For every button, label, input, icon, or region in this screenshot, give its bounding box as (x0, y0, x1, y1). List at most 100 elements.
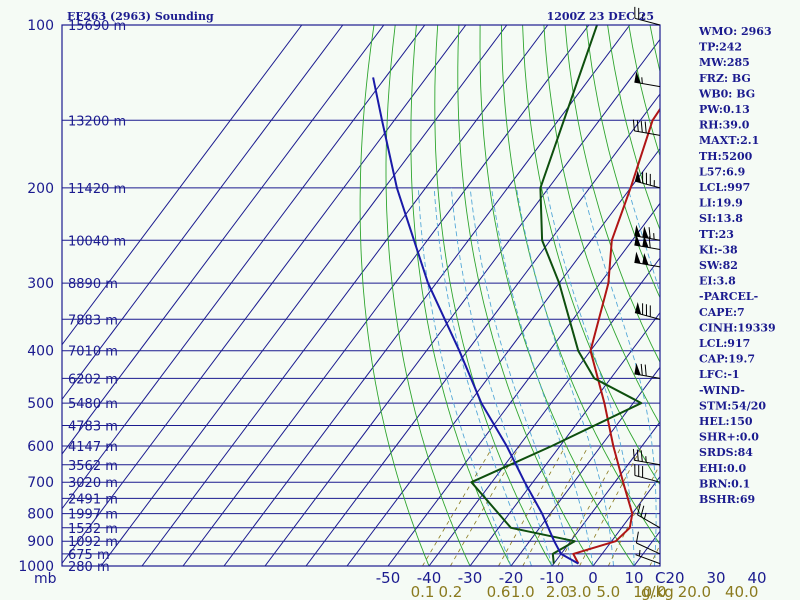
height-label: 10040 m (68, 234, 126, 249)
sounding-index: RH:39.0 (699, 119, 750, 132)
dry-adiabat-line (564, 25, 660, 364)
moist-adiabat-line (433, 187, 532, 566)
isotherm-line (223, 25, 631, 566)
mixing-ratio-line (498, 445, 566, 566)
plot-frame (61, 24, 661, 567)
temperature-tick-label: 10 (624, 569, 643, 587)
height-label: 7010 m (68, 345, 118, 360)
sounding-index: TT:23 (699, 228, 734, 241)
profile-traces (372, 25, 660, 565)
sounding-index: KI:-38 (699, 243, 738, 256)
moist-adiabat-line (516, 187, 614, 566)
wind-barb (634, 363, 661, 379)
sounding-index: -WIND- (699, 384, 745, 397)
temperature-tick-label: 20 (665, 569, 684, 587)
mixing-ratio-line (422, 445, 494, 566)
sounding-index: WB0: BG (698, 87, 755, 100)
mixing-ratio-tick-label: 0.2 (438, 583, 462, 600)
sounding-index: LCL:997 (699, 181, 750, 194)
wind-barbs (632, 6, 661, 565)
wind-barb (634, 234, 661, 250)
height-label: 5480 m (68, 397, 118, 412)
temperature-tick-label: -10 (540, 569, 565, 587)
isotherm-line (428, 257, 660, 566)
wind-barb (632, 448, 661, 466)
pressure-tick-label: 1000 (18, 559, 54, 575)
height-label: 7883 m (68, 313, 118, 328)
sounding-index: CAP:19.7 (699, 353, 755, 366)
sounding-index: STM:54/20 (699, 399, 766, 412)
isotherm-line (264, 38, 660, 566)
wind-barb (634, 224, 661, 241)
pressure-tick-label: 700 (27, 475, 54, 491)
height-label: 3562 m (68, 459, 118, 474)
mixing-ratio-tick-label: 20.0 (678, 583, 711, 600)
height-label: 1997 m (68, 508, 118, 523)
y-axis-unit-label: mb (34, 571, 57, 587)
dry-adiabat-line (543, 25, 660, 426)
height-label: 675 m (68, 548, 110, 563)
height-label: 11420 m (68, 182, 126, 197)
temperature-tick-label: 0 (588, 569, 598, 587)
pressure-tick-label: 100 (27, 18, 54, 34)
isotherm-line (305, 93, 660, 566)
wind-barb (634, 251, 661, 268)
sounding-index: SHR+:0.0 (699, 431, 759, 444)
wind-barb (637, 503, 661, 529)
height-label: 6202 m (68, 372, 118, 387)
dry-adiabat-line (522, 25, 660, 486)
sounding-index: SRDS:84 (699, 446, 753, 459)
pressure-tick-label: 900 (27, 534, 54, 550)
sounding-index: CAPE:7 (699, 306, 745, 319)
pressure-tick-label: 800 (27, 507, 54, 523)
sounding-index: PW:0.13 (699, 103, 750, 116)
isotherm-line (182, 25, 590, 566)
dry-adiabat-line (479, 25, 635, 566)
wind-barb (634, 6, 661, 26)
moist-adiabat-line (469, 187, 573, 566)
wind-barb (634, 464, 661, 483)
temperature-tick-label: -30 (458, 569, 483, 587)
dry-adiabat-line (359, 25, 430, 566)
mixing-ratio-tick-label: 2.0 (546, 583, 570, 600)
moist-adiabat-line (582, 187, 657, 566)
background-grid (62, 25, 660, 566)
sounding-index: FRZ: BG (699, 72, 751, 85)
pressure-tick-label: 400 (27, 344, 54, 360)
sounding-index: LI:19.9 (699, 197, 743, 210)
pressure-tick-label: 500 (27, 396, 54, 412)
sounding-index: CINH:19339 (699, 321, 776, 334)
height-label: 2491 m (68, 492, 118, 507)
isotherm-line (387, 202, 660, 566)
pressure-tick-label: 200 (27, 181, 54, 197)
height-label: 13200 m (68, 114, 126, 129)
isotherm-line (346, 147, 660, 566)
dry-adiabat-line (410, 25, 512, 566)
sounding-index: TH:5200 (699, 150, 753, 163)
isotherm-line (62, 25, 467, 565)
height-label: 1092 m (68, 535, 118, 550)
mixing-ratio-tick-label: 3.0 (568, 583, 592, 600)
temperature-tick-label: -20 (499, 569, 524, 587)
isotherm-line (62, 25, 303, 346)
chart-time: 1200Z 23 DEC 25 (547, 10, 654, 23)
sounding-index: MW:285 (699, 56, 750, 69)
sounding-index: BRN:0.1 (699, 477, 750, 490)
sounding-index: TP:242 (699, 41, 742, 54)
dry-adiabat-line (500, 25, 660, 546)
isotherm-line (510, 366, 660, 566)
dry-adiabat-line (457, 25, 594, 566)
height-label: 3020 m (68, 476, 118, 491)
sounding-index: WMO: 2963 (698, 25, 772, 38)
dry-adiabat-line (385, 25, 471, 566)
wind-barb (634, 170, 661, 189)
wind-barb (634, 71, 661, 88)
wind-barb (632, 119, 661, 136)
wind-barb (634, 302, 661, 320)
height-label: 280 m (68, 560, 110, 575)
height-label: 4147 m (68, 440, 118, 455)
parcel-trace (372, 77, 579, 565)
isotherm-line (62, 25, 426, 510)
